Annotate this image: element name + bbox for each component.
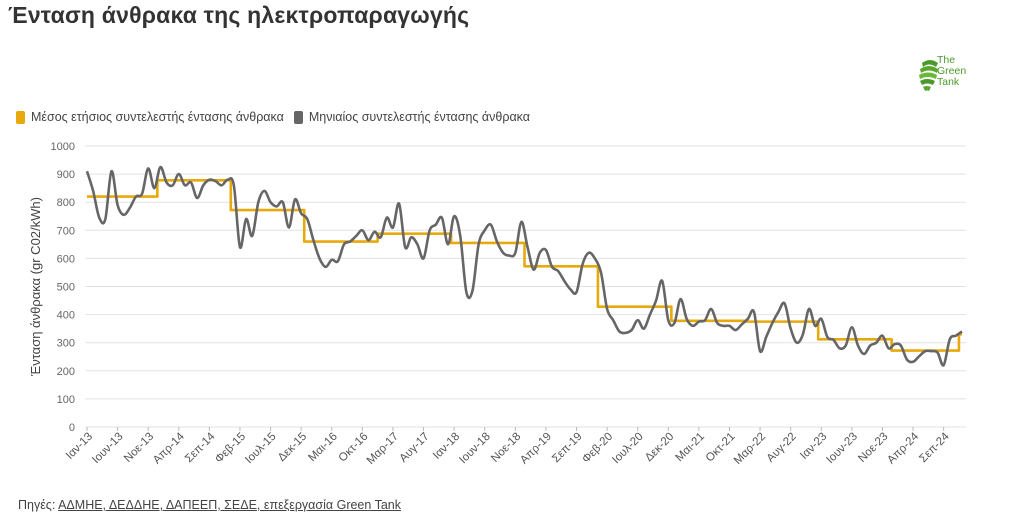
x-tick-label: Φεβ-15 bbox=[213, 431, 248, 466]
y-tick-label: 200 bbox=[57, 366, 75, 378]
x-tick-label: Σεπ-24 bbox=[917, 430, 952, 465]
x-tick-label: Μαρ-17 bbox=[365, 431, 401, 467]
x-tick-label: Μαρ-22 bbox=[732, 431, 768, 467]
x-tick-label: Δεκ-20 bbox=[643, 431, 676, 464]
x-tick-label: Ιουλ-20 bbox=[610, 431, 646, 467]
x-tick-label: Νοε-23 bbox=[856, 431, 890, 465]
y-tick-label: 100 bbox=[57, 394, 75, 406]
x-tick-label: Νοε-13 bbox=[122, 431, 156, 465]
x-tick-label: Απρ-24 bbox=[885, 430, 921, 466]
chart-series bbox=[87, 167, 962, 365]
x-tick-label: Φεβ-20 bbox=[580, 431, 615, 466]
x-tick-label: Μαι-21 bbox=[673, 431, 707, 465]
x-tick-label: Απρ-14 bbox=[151, 430, 187, 466]
y-tick-label: 800 bbox=[57, 197, 75, 209]
y-tick-label: 700 bbox=[57, 225, 75, 237]
y-tick-label: 900 bbox=[57, 169, 75, 181]
x-tick-label: Αυγ-22 bbox=[765, 431, 799, 465]
x-tick-label: Ιουν-13 bbox=[90, 431, 126, 467]
x-axis-ticks: Ιαν-13Ιουν-13Νοε-13Απρ-14Σεπ-14Φεβ-15Ιου… bbox=[64, 427, 952, 467]
y-tick-label: 400 bbox=[57, 310, 75, 322]
y-tick-label: 300 bbox=[57, 338, 75, 350]
y-tick-label: 1000 bbox=[51, 141, 75, 153]
source-prefix: Πηγές: bbox=[18, 498, 58, 512]
x-tick-label: Ιουλ-15 bbox=[243, 431, 279, 467]
source-link[interactable]: ΑΔΜΗΕ, ΔΕΔΔΗΕ, ΔΑΠΕΕΠ, ΣΕΔΕ, επεξεργασία… bbox=[58, 498, 401, 512]
x-tick-label: Σεπ-14 bbox=[183, 430, 218, 465]
y-tick-label: 600 bbox=[57, 253, 75, 265]
x-tick-label: Αυγ-17 bbox=[397, 431, 431, 465]
y-tick-label: 500 bbox=[57, 282, 75, 294]
x-tick-label: Ιουν-18 bbox=[457, 431, 493, 467]
x-tick-label: Απρ-19 bbox=[518, 431, 554, 467]
x-tick-label: Μαι-16 bbox=[306, 431, 340, 465]
source-note: Πηγές: ΑΔΜΗΕ, ΔΕΔΔΗΕ, ΔΑΠΕΕΠ, ΣΕΔΕ, επεξ… bbox=[18, 498, 401, 512]
x-tick-label: Σεπ-19 bbox=[550, 431, 585, 466]
x-tick-label: Δεκ-15 bbox=[276, 431, 309, 464]
y-tick-label: 0 bbox=[69, 422, 75, 434]
series-line-annual bbox=[87, 180, 962, 350]
y-axis-label: Ένταση άνθρακα (gr C02/kWh) bbox=[28, 197, 43, 377]
y-axis-ticks: 0 100 200 300 400 500 600 700 800 900 1000 bbox=[51, 141, 75, 434]
x-tick-label: Ιουν-23 bbox=[824, 431, 860, 467]
x-tick-label: Νοε-18 bbox=[489, 431, 523, 465]
chart-gridlines bbox=[85, 146, 966, 427]
